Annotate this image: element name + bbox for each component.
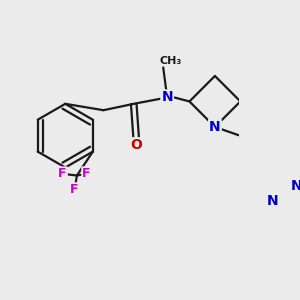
Text: F: F (70, 183, 79, 196)
Text: N: N (266, 194, 278, 208)
Text: N: N (209, 120, 221, 134)
Text: F: F (58, 167, 67, 180)
Text: CH₃: CH₃ (159, 56, 182, 66)
Text: F: F (82, 167, 91, 180)
Text: N: N (291, 179, 300, 193)
Text: N: N (161, 91, 173, 104)
Text: O: O (130, 138, 142, 152)
